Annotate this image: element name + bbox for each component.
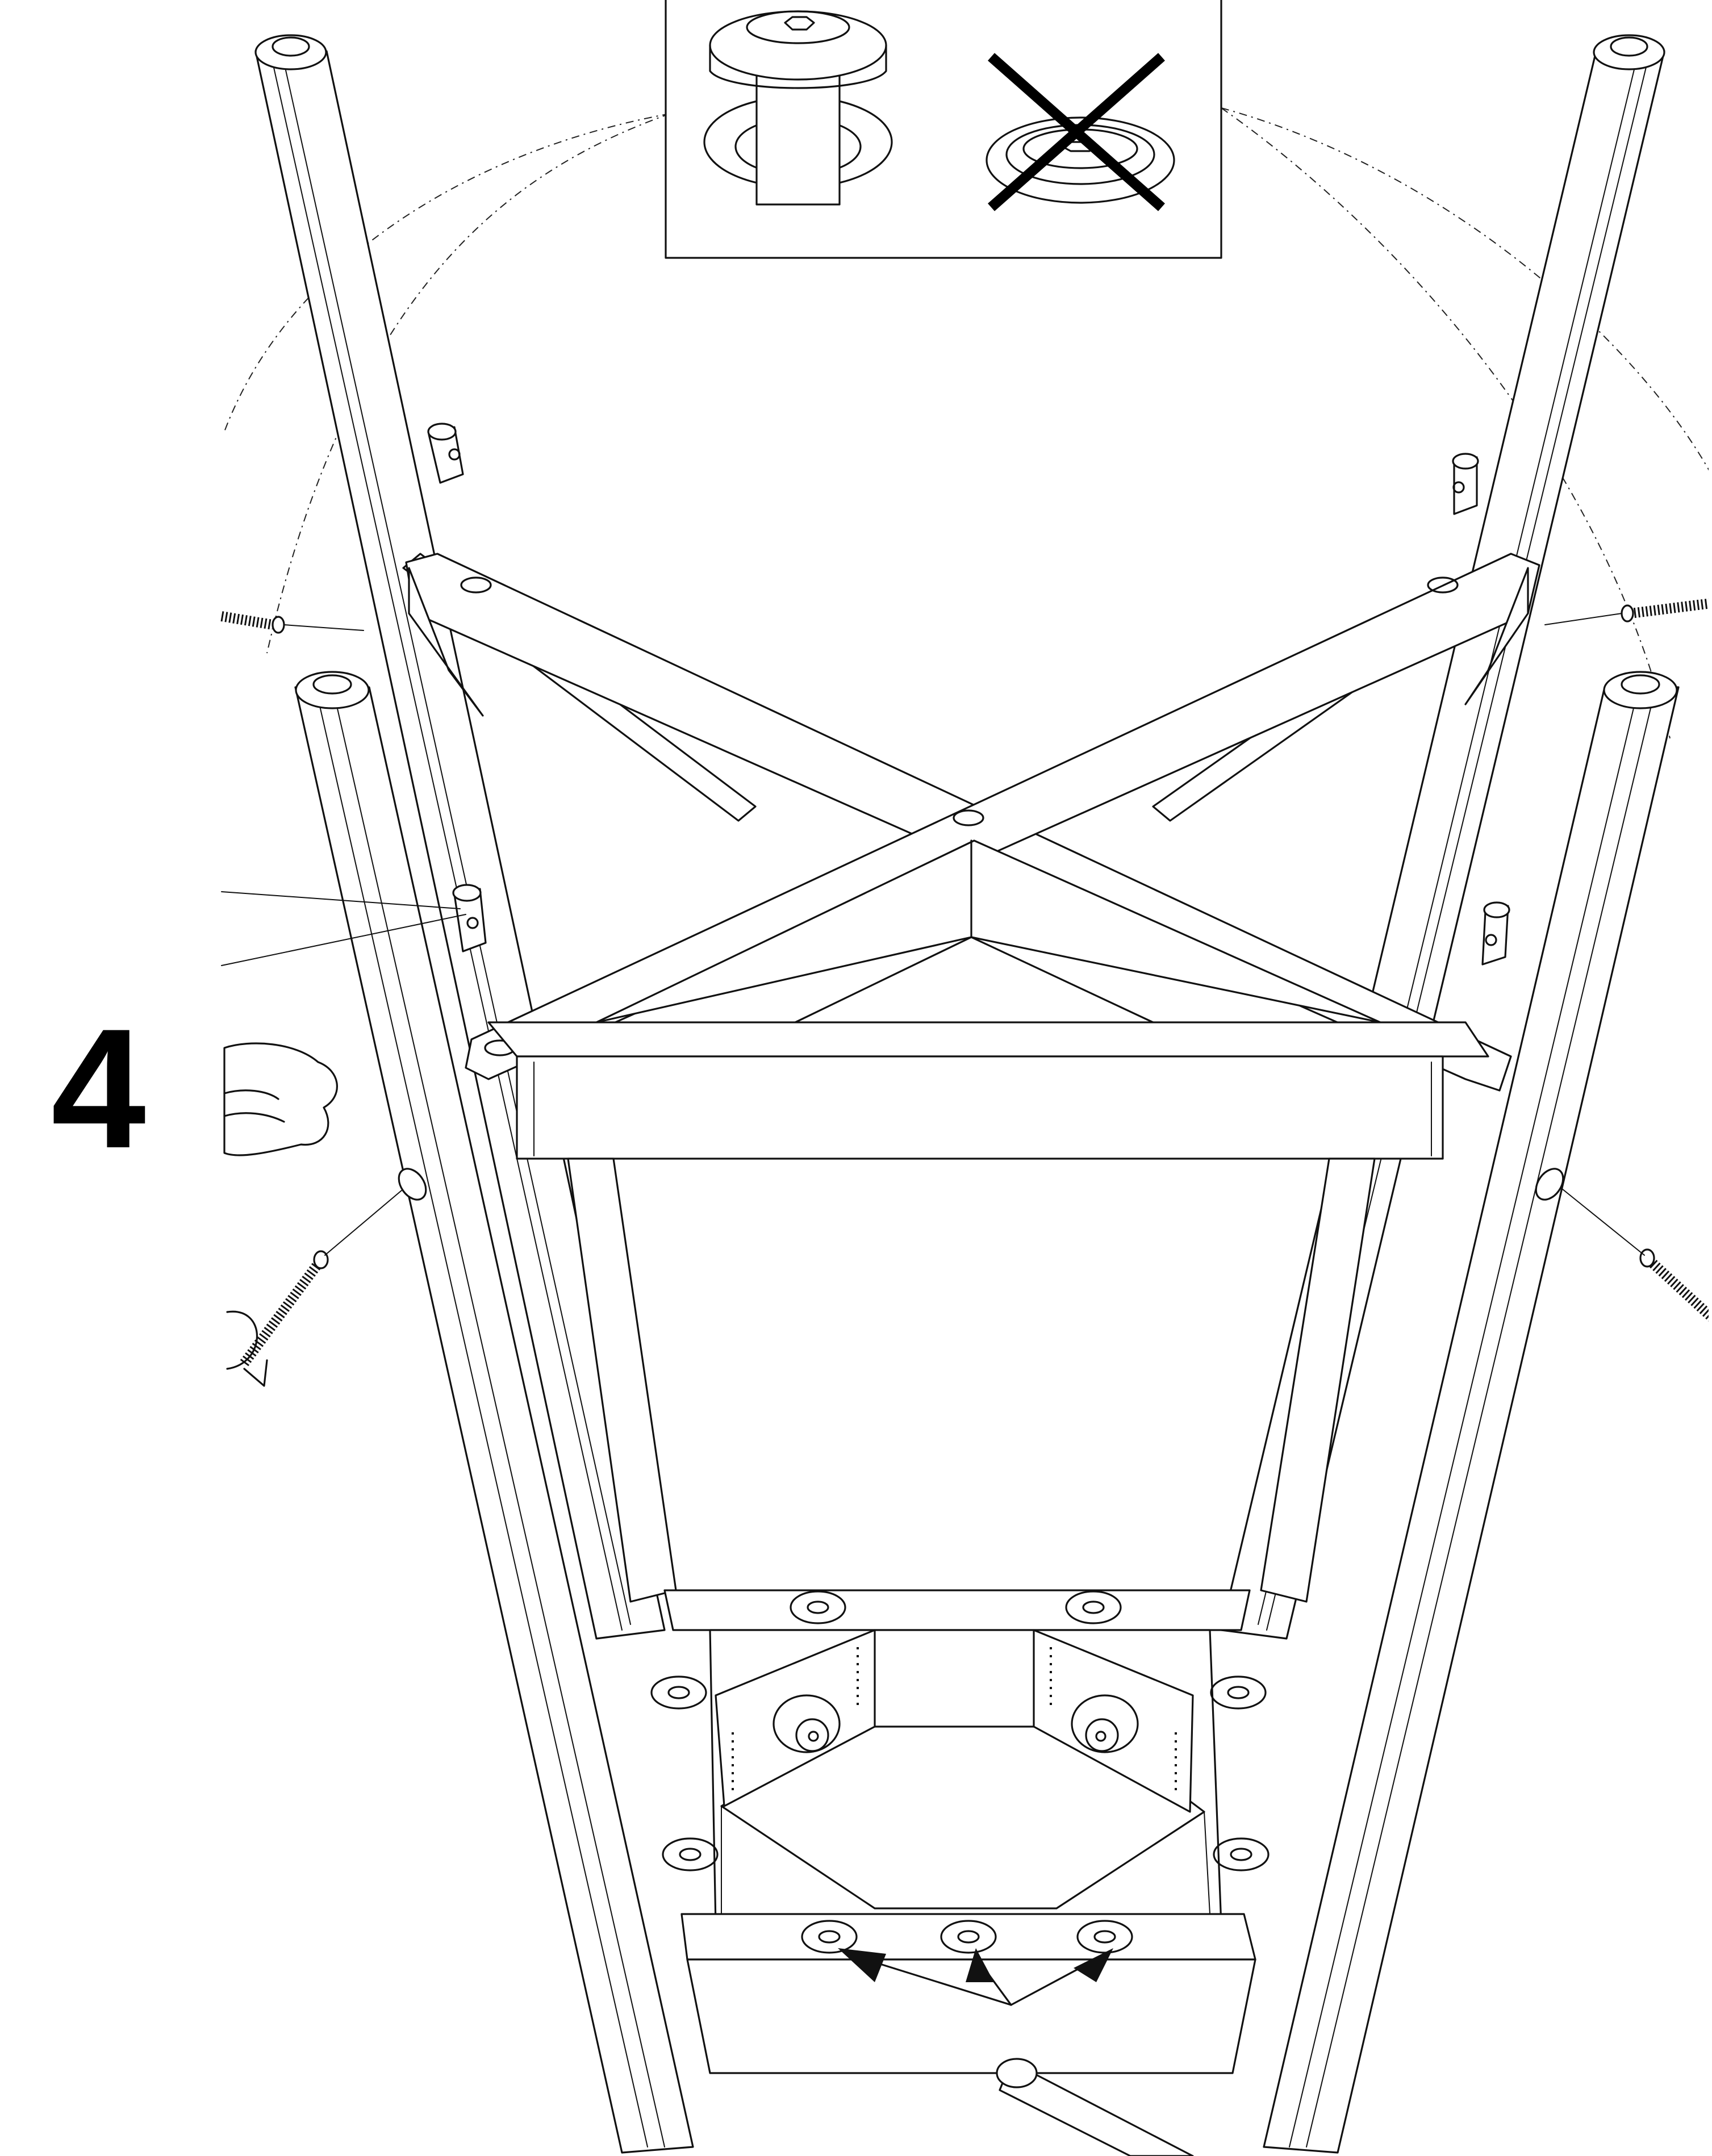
hand-icon — [223, 1042, 338, 1156]
hex-bolt-recessed-cross-icon — [986, 53, 1175, 211]
threaded-bolt-icon — [220, 598, 1712, 1367]
detail-box — [665, 0, 1222, 259]
front-leg-left — [294, 671, 694, 2154]
seat-frame — [650, 1589, 1270, 2156]
leader-lines — [221, 891, 466, 966]
cross-brace-rail — [405, 553, 1540, 1092]
barrel-nut-icon — [427, 423, 1510, 966]
step-number: 4 — [51, 993, 147, 1184]
pointer-arrows — [838, 1948, 1113, 2006]
clockwise-rotation-icon — [226, 1310, 268, 1387]
front-apron-rail — [487, 1021, 1489, 1160]
back-leg-left — [254, 34, 666, 1640]
hex-bolt-flush-icon — [703, 10, 893, 206]
front-leg-right — [1263, 671, 1680, 2154]
seat-screw-holes — [650, 1590, 1270, 1954]
